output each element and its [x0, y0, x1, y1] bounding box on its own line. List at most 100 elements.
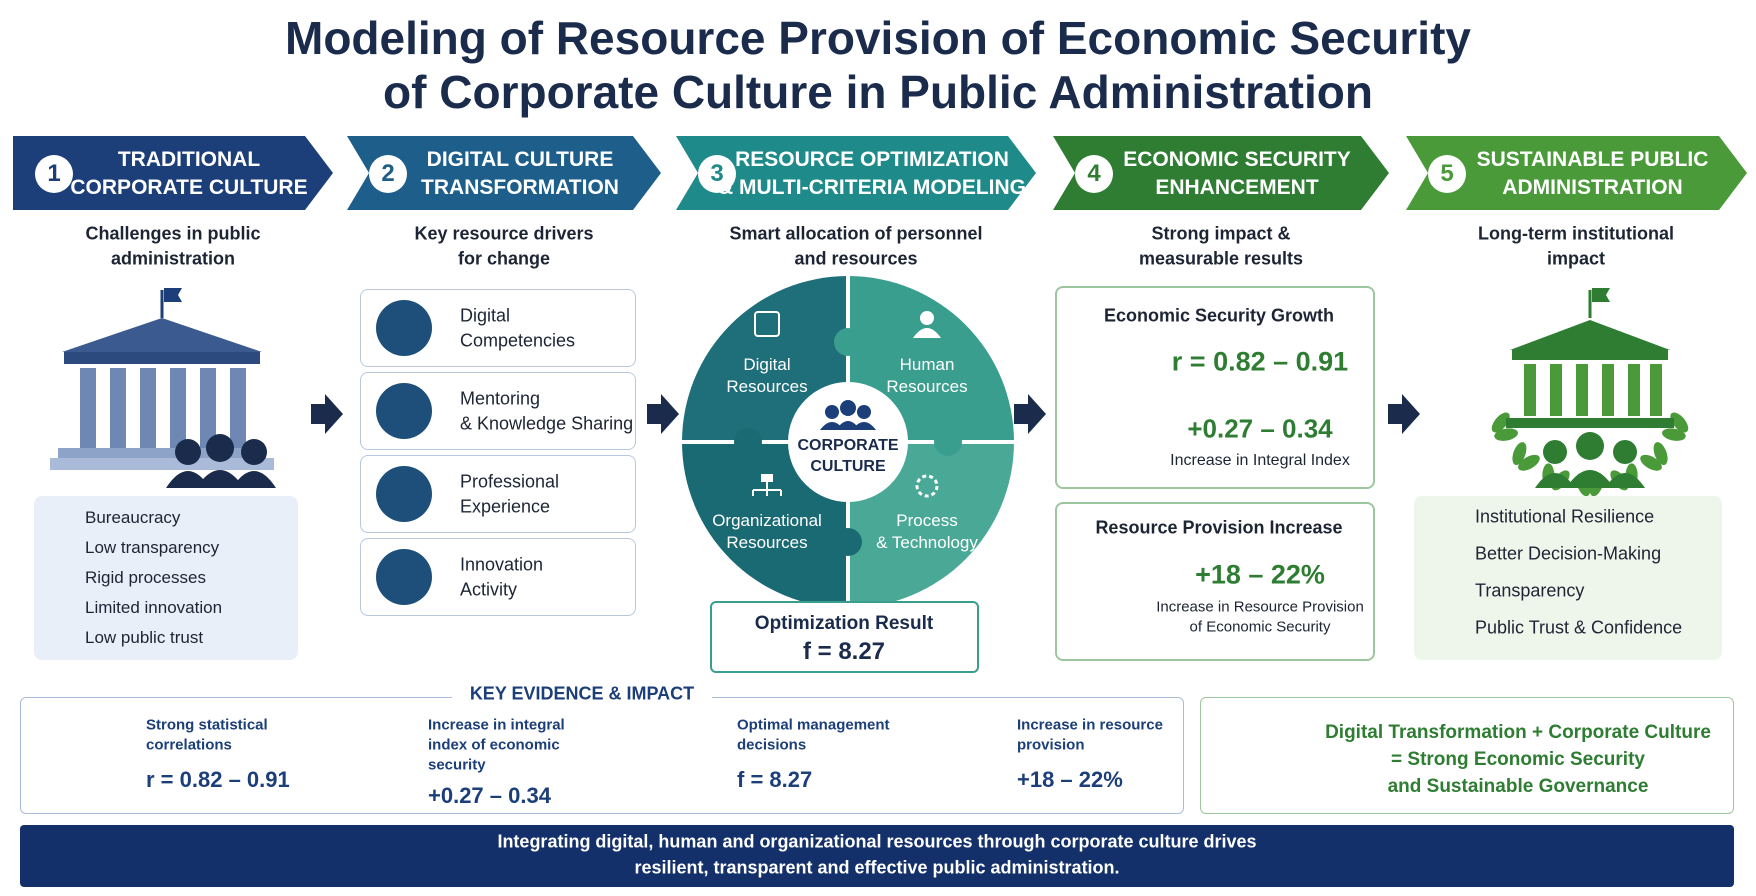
center-label: CULTURE: [810, 458, 886, 475]
driver-label: Activity: [460, 579, 518, 600]
evidence-value: r = 0.82 – 0.91: [146, 767, 290, 792]
stage-subtitle: administration: [110, 248, 236, 269]
stage-number: 1: [47, 160, 61, 187]
stage-subtitle: Smart allocation of personnel: [729, 223, 983, 244]
wreath-icon: [1491, 288, 1689, 497]
piece-label: Organizational: [712, 511, 822, 530]
stage-subtitle: and resources: [794, 248, 918, 269]
stage-heading: ADMINISTRATION: [1502, 176, 1683, 199]
stage-banner: [676, 136, 1036, 210]
stage-number: 5: [1440, 160, 1454, 187]
challenge-item: Limited innovation: [85, 598, 223, 617]
driver-icon-bg: [376, 466, 432, 522]
evidence-value: +0.27 – 0.34: [428, 783, 551, 808]
challenge-item: Rigid processes: [85, 568, 206, 587]
card-caption: of Economic Security: [1189, 618, 1331, 636]
title-line: of Corporate Culture in Public Administr…: [383, 66, 1373, 118]
metric-card: [1055, 286, 1375, 489]
stage-heading: RESOURCE OPTIMIZATION: [735, 148, 1009, 171]
number-badge: [1428, 155, 1466, 193]
number-badge: [35, 155, 73, 193]
driver-label: Innovation: [460, 554, 544, 575]
stage-heading: TRADITIONAL: [117, 148, 261, 171]
stage-heading: ENHANCEMENT: [1155, 176, 1319, 199]
card-value: +0.27 – 0.34: [1187, 413, 1333, 444]
evidence-value: +18 – 22%: [1017, 767, 1123, 792]
piece-label: Human: [899, 355, 955, 374]
stage-heading: & MULTI-CRITERIA MODELING: [718, 176, 1026, 199]
stage-number: 2: [381, 160, 395, 187]
stage-number: 4: [1087, 160, 1101, 187]
challenge-item: Low public trust: [85, 628, 204, 647]
center-label: CORPORATE: [797, 437, 899, 454]
stage-subtitle: Key resource drivers: [414, 223, 594, 244]
driver-label: Mentoring: [460, 388, 541, 409]
outcome-panel: [1414, 496, 1722, 660]
piece-label: Process: [896, 511, 958, 530]
driver-label: Experience: [460, 496, 551, 517]
stage-heading: ECONOMIC SECURITY: [1123, 148, 1351, 171]
stage-subtitle: impact: [1546, 248, 1606, 269]
stage-heading: TRANSFORMATION: [421, 176, 619, 199]
evidence-title: KEY EVIDENCE & IMPACT: [469, 683, 695, 704]
number-badge: [1075, 155, 1113, 193]
stage-subtitle: Challenges in public: [85, 223, 261, 244]
evidence-label: Increase in resource: [1017, 716, 1163, 734]
driver-label: & Knowledge Sharing: [460, 413, 634, 434]
evidence-panel: [20, 697, 1184, 814]
driver-icon-bg: [376, 300, 432, 356]
outcome-item: Institutional Resilience: [1475, 506, 1655, 527]
summary-line: and Sustainable Governance: [1387, 776, 1649, 797]
evidence-title-bg: [452, 682, 712, 706]
evidence-label: Optimal management: [737, 716, 890, 734]
metric-card: [1055, 502, 1375, 661]
summary-line: Digital Transformation + Corporate Cultu…: [1325, 722, 1711, 743]
flow-arrow: [311, 394, 343, 434]
piece-label: Resources: [886, 377, 968, 396]
card-title: Resource Provision Increase: [1095, 517, 1343, 538]
result-box: [710, 601, 979, 673]
footer-bar: [20, 825, 1734, 887]
outcome-item: Transparency: [1475, 580, 1585, 601]
piece-label: & Technology: [876, 533, 978, 552]
result-label: Optimization Result: [754, 613, 934, 634]
number-badge: [698, 155, 736, 193]
piece-label: Resources: [726, 533, 808, 552]
flow-arrow: [647, 394, 679, 434]
summary-panel: [1200, 697, 1734, 814]
driver-label: Digital: [460, 305, 511, 326]
driver-icon-bg: [376, 383, 432, 439]
card-title: Economic Security Growth: [1103, 305, 1335, 326]
evidence-label: security: [428, 756, 486, 774]
driver-icon-bg: [376, 549, 432, 605]
title-line: Modeling of Resource Provision of Econom…: [285, 12, 1471, 64]
evidence-label: decisions: [737, 736, 807, 754]
driver-label: Competencies: [460, 330, 576, 351]
evidence-label: index of economic: [428, 736, 560, 754]
outcome-item: Public Trust & Confidence: [1475, 617, 1683, 638]
flow-arrow: [1014, 394, 1046, 434]
card-caption: Increase in Integral Index: [1170, 452, 1350, 469]
footer-line: Integrating digital, human and organizat…: [497, 831, 1257, 852]
puzzle: [682, 276, 1014, 608]
challenge-panel: [34, 496, 298, 660]
piece-label: Digital: [743, 355, 791, 374]
challenge-item: Bureaucracy: [85, 508, 181, 527]
evidence-label: correlations: [146, 736, 232, 754]
card-value: r = 0.82 – 0.91: [1171, 346, 1349, 377]
building-icon: [50, 288, 276, 488]
number-badge: [369, 155, 407, 193]
stage-number: 3: [710, 160, 724, 187]
stage-subtitle: Long-term institutional: [1478, 223, 1674, 244]
stage-heading: SUSTAINABLE PUBLIC: [1476, 148, 1709, 171]
stage-subtitle: Strong impact &: [1151, 223, 1291, 244]
stage-heading: CORPORATE CULTURE: [70, 176, 308, 199]
outcome-item: Better Decision-Making: [1475, 543, 1662, 564]
footer-line: resilient, transparent and effective pub…: [634, 857, 1120, 878]
card-caption: Increase in Resource Provision: [1156, 598, 1364, 616]
challenge-item: Low transparency: [85, 538, 220, 557]
evidence-label: provision: [1017, 736, 1085, 754]
result-value: f = 8.27: [802, 638, 886, 665]
piece-label: Resources: [726, 377, 808, 396]
